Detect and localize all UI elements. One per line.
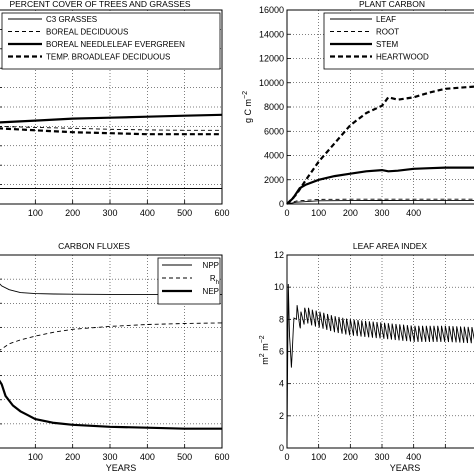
- x-axis-label: YEARS: [390, 463, 421, 473]
- legend-label: ROOT: [376, 28, 399, 37]
- series-line: [0, 126, 222, 131]
- series-line: [0, 379, 222, 430]
- series-lines: [286, 85, 474, 205]
- y-tick-label: 14000: [259, 29, 284, 39]
- y-tick-label: 4000: [264, 151, 284, 161]
- series-line: [286, 199, 474, 205]
- series-lines: [286, 283, 474, 449]
- grid: [287, 255, 474, 448]
- legend-label: LEAF: [376, 15, 396, 24]
- x-tick-label: 200: [343, 208, 358, 218]
- legend-label: C3 GRASSES: [46, 15, 97, 24]
- x-tick-label: 400: [406, 208, 421, 218]
- legend: C3 GRASSES BOREAL DECIDUOUS BOREAL NEEDLEL…: [1, 12, 221, 70]
- x-tick-label: 100: [28, 208, 43, 218]
- x-tick-label: 100: [28, 452, 43, 462]
- y-axis-label: m2 m−2: [259, 335, 270, 364]
- legend: LEAF ROOT STEM HEARTWOOD: [323, 12, 474, 70]
- series-line: [0, 113, 223, 124]
- panel-leaf-area-index: LEAF AREA INDEX 0 100 200 300 400 024681012 …: [259, 241, 474, 473]
- x-tick-label: 200: [65, 452, 80, 462]
- series-line: [0, 127, 222, 136]
- y-tick-label: 2000: [264, 175, 284, 185]
- y-tick-label: 16000: [259, 5, 284, 15]
- x-tick-label: 300: [374, 452, 389, 462]
- legend-label: HEARTWOOD: [376, 53, 429, 62]
- y-tick-label: 8: [279, 314, 284, 324]
- x-tick-label: 0: [284, 452, 289, 462]
- x-tick-label: 600: [214, 452, 229, 462]
- x-tick-label: 200: [65, 208, 80, 218]
- legend-label: STEM: [376, 40, 399, 49]
- series-line: [0, 322, 223, 351]
- x-tick-label: 100: [311, 452, 326, 462]
- legend-label: NPP: [203, 261, 219, 270]
- legend-box: [323, 12, 474, 70]
- x-tick-labels: 0 100 200 300 400: [284, 452, 421, 462]
- x-tick-label: 300: [374, 208, 389, 218]
- y-tick-label: 12: [274, 250, 284, 260]
- legend-box: [1, 12, 221, 70]
- y-tick-labels: 0 2000 4000 6000 8000 10000 12000 14000 16000: [259, 5, 284, 209]
- y-axis-label: g C m−2: [242, 91, 253, 123]
- y-tick-label: 0: [279, 199, 284, 209]
- x-tick-label: 300: [102, 452, 117, 462]
- y-tick-label: 8000: [264, 102, 284, 112]
- x-tick-labels: 100 200 300 400 500 600: [28, 208, 230, 218]
- x-tick-labels: 0 100 200 300 400: [284, 208, 421, 218]
- y-tick-labels: 0 2 4 6 8 10 12: [274, 250, 284, 453]
- x-axis-label: YEARS: [106, 463, 137, 473]
- panel-title: PERCENT COVER OF TREES AND GRASSES: [9, 0, 190, 9]
- legend-label: BOREAL DECIDUOUS: [46, 28, 128, 37]
- x-tick-label: 300: [102, 208, 117, 218]
- panel-plant-carbon: PLANT CARBON 0 100 200 300 400 0 2000 4000 6000…: [242, 0, 474, 218]
- y-tick-label: 6000: [264, 126, 284, 136]
- legend-label: TEMP. BROADLEAF DECIDUOUS: [46, 53, 170, 62]
- legend-label: BOREAL NEEDLELEAF EVERGREEN: [46, 40, 185, 49]
- series-line: [286, 166, 474, 205]
- panel-percent-cover: PERCENT COVER OF TREES AND GRASSES 100 20…: [0, 0, 230, 218]
- series-line: [286, 85, 474, 205]
- y-tick-label: 10: [274, 282, 284, 292]
- x-tick-label: 500: [177, 452, 192, 462]
- series-lines: [0, 113, 223, 189]
- panel-title: CARBON FLUXES: [58, 241, 130, 251]
- x-tick-label: 500: [177, 208, 192, 218]
- panel-title: PLANT CARBON: [359, 0, 425, 9]
- y-tick-label: 12000: [259, 54, 284, 64]
- x-tick-label: 100: [311, 208, 326, 218]
- x-tick-labels: 100 200 300 400 500 600: [28, 452, 230, 462]
- x-tick-label: 400: [140, 452, 155, 462]
- x-tick-label: 0: [284, 208, 289, 218]
- x-tick-label: 600: [214, 208, 229, 218]
- y-tick-label: 4: [279, 379, 284, 389]
- x-tick-label: 400: [140, 208, 155, 218]
- y-tick-label: 0: [279, 443, 284, 453]
- series-line: [286, 198, 474, 205]
- x-tick-label: 200: [343, 452, 358, 462]
- y-tick-label: 10000: [259, 78, 284, 88]
- x-tick-label: 400: [406, 452, 421, 462]
- panel-carbon-fluxes: CARBON FLUXES 100 200 300 400 500 600 YEARS N…: [0, 241, 230, 473]
- y-tick-label: 6: [279, 347, 284, 357]
- y-tick-label: 2: [279, 411, 284, 421]
- series-line: [286, 283, 474, 449]
- legend-label: Rh: [210, 274, 219, 286]
- legend-box: [157, 257, 221, 305]
- panel-title: LEAF AREA INDEX: [353, 241, 427, 251]
- legend-label: NEP: [203, 287, 219, 296]
